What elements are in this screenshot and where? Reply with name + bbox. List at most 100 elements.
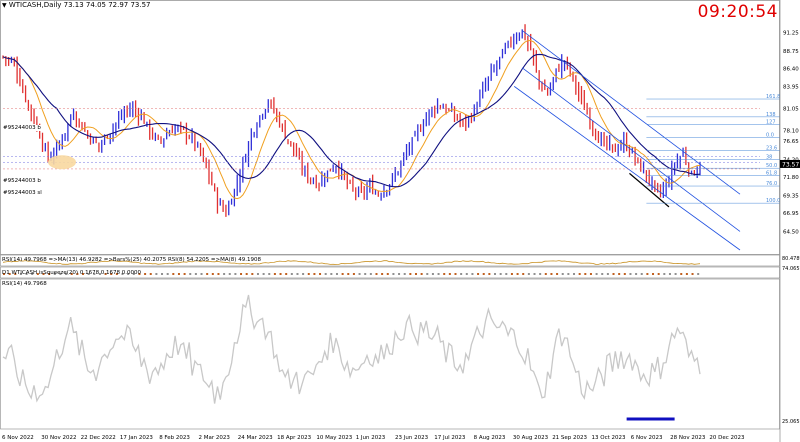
squeeze-dot-12 <box>36 273 39 275</box>
order-tag-2[interactable]: #95244003 b <box>2 178 42 184</box>
squeeze-dot-112 <box>319 273 322 275</box>
squeeze-dot-34 <box>98 273 101 275</box>
squeeze-dot-192 <box>544 273 547 275</box>
squeeze-dot-90 <box>256 273 259 275</box>
squeeze-dot-122 <box>347 273 350 275</box>
y-tick-4: 81.05 <box>783 106 799 112</box>
squeeze-dot-20 <box>59 273 62 275</box>
squeeze-dot-206 <box>584 273 587 275</box>
fib-label-3: 0.0 <box>766 133 774 139</box>
fib-label-7: 61.8 <box>766 171 777 177</box>
squeeze-dot-96 <box>273 273 276 275</box>
x-tick-14: 21 Sep 2023 <box>552 435 587 441</box>
squeeze-dot-128 <box>364 273 367 275</box>
squeeze-dot-72 <box>206 273 209 275</box>
squeeze-dot-224 <box>635 273 638 275</box>
squeeze-dot-226 <box>640 273 643 275</box>
squeeze-dot-62 <box>177 273 180 275</box>
rsi-ma-line <box>2 260 701 265</box>
squeeze-dot-176 <box>499 273 502 275</box>
squeeze-dot-30 <box>87 273 90 275</box>
dropdown-triangle-icon[interactable]: ▼ <box>2 2 7 9</box>
squeeze-dot-182 <box>516 273 519 275</box>
squeeze-dot-242 <box>685 273 688 275</box>
rsi-tick-2: 25.0657 <box>782 419 800 425</box>
y-tick-9: 69.35 <box>783 193 799 199</box>
squeeze-dot-40 <box>115 273 118 275</box>
squeeze-dot-216 <box>612 273 615 275</box>
x-tick-11: 17 Jul 2023 <box>434 435 466 441</box>
squeeze-dot-68 <box>194 273 197 275</box>
squeeze-dot-132 <box>375 273 378 275</box>
squeeze-dot-54 <box>155 273 158 275</box>
squeeze-dot-100 <box>285 273 288 275</box>
candles-group <box>2 24 701 217</box>
squeeze-dot-210 <box>595 273 598 275</box>
rsi-ma-panel <box>0 254 780 267</box>
squeeze-dot-150 <box>426 273 429 275</box>
squeeze-dot-232 <box>657 273 660 275</box>
squeeze-dot-70 <box>200 273 203 275</box>
squeeze-dot-10 <box>31 273 34 275</box>
squeeze-dot-208 <box>589 273 592 275</box>
squeeze-dot-98 <box>279 273 282 275</box>
squeeze-dot-174 <box>494 273 497 275</box>
squeeze-dot-144 <box>409 273 412 275</box>
squeeze-dot-200 <box>567 273 570 275</box>
squeeze-panel <box>0 266 780 279</box>
x-tick-15: 13 Oct 2023 <box>592 435 627 441</box>
squeeze-dot-84 <box>240 273 243 275</box>
squeeze-dot-142 <box>403 273 406 275</box>
x-tick-2: 22 Dec 2022 <box>81 435 116 441</box>
fib-label-4: 23.6 <box>766 145 777 151</box>
squeeze-dot-88 <box>251 273 254 275</box>
y-tick-2: 86.40 <box>783 67 799 73</box>
squeeze-dot-172 <box>488 273 491 275</box>
x-tick-12: 8 Aug 2023 <box>474 435 506 441</box>
squeeze-dot-238 <box>674 273 677 275</box>
fib-label-2: 127 <box>766 119 776 125</box>
squeeze-dot-42 <box>121 273 124 275</box>
squeeze-dot-234 <box>663 273 666 275</box>
squeeze-dot-14 <box>42 273 45 275</box>
fib-label-9: 100.0 <box>766 198 780 204</box>
squeeze-dot-22 <box>65 273 68 275</box>
squeeze-dot-188 <box>533 273 536 275</box>
squeeze-dot-244 <box>691 273 694 275</box>
squeeze-dot-26 <box>76 273 79 275</box>
squeeze-dot-222 <box>629 273 632 275</box>
order-tag-1[interactable]: #95244003 b <box>2 125 42 131</box>
squeeze-dot-108 <box>307 273 310 275</box>
squeeze-dot-130 <box>369 273 372 275</box>
squeeze-dot-106 <box>302 273 305 275</box>
squeeze-dot-204 <box>578 273 581 275</box>
squeeze-dot-180 <box>510 273 513 275</box>
x-tick-13: 30 Aug 2023 <box>513 435 549 441</box>
ma-slow-line <box>2 53 701 188</box>
order-tag-sl[interactable]: #95244003 sl <box>2 190 43 196</box>
squeeze-dot-178 <box>505 273 508 275</box>
squeeze-dot-118 <box>335 273 338 275</box>
trendline-support <box>629 172 670 208</box>
squeeze-dot-80 <box>228 273 231 275</box>
rsi-tick-0: 80.4789 <box>782 256 800 262</box>
squeeze-dot-0 <box>3 273 5 275</box>
y-tick-6: 76.65 <box>783 139 799 145</box>
channel-line-2 <box>513 86 741 251</box>
squeeze-dot-148 <box>420 273 423 275</box>
squeeze-dot-198 <box>561 273 564 275</box>
x-tick-9: 1 Jun 2023 <box>356 435 386 441</box>
squeeze-dot-240 <box>680 273 683 275</box>
x-tick-6: 24 Mar 2023 <box>238 435 273 441</box>
squeeze-dot-162 <box>460 273 463 275</box>
x-tick-7: 18 Apr 2023 <box>277 435 312 441</box>
x-tick-1: 30 Nov 2022 <box>41 435 76 441</box>
squeeze-dot-152 <box>431 273 434 275</box>
squeeze-dot-16 <box>48 273 51 275</box>
squeeze-dot-46 <box>132 273 135 275</box>
y-tick-3: 83.95 <box>783 85 799 91</box>
squeeze-dot-4 <box>14 273 17 275</box>
